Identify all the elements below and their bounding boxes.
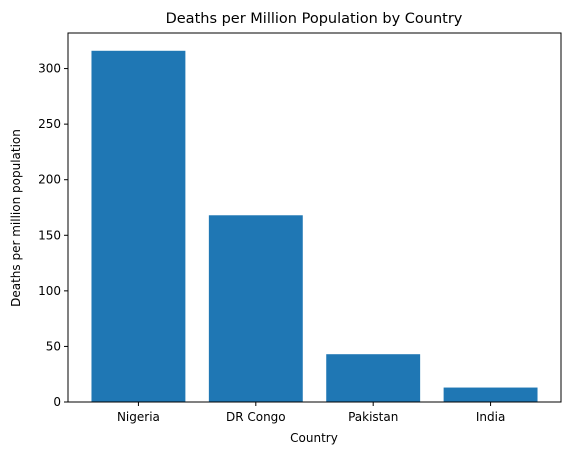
bar-nigeria bbox=[91, 50, 186, 402]
bar-pakistan bbox=[326, 354, 421, 402]
plot-frame bbox=[67, 32, 562, 403]
y-tick-label: 150 bbox=[38, 228, 61, 242]
x-tick-label: Nigeria bbox=[117, 410, 160, 424]
y-axis: 0 50 100 150 200 250 300 bbox=[38, 62, 68, 409]
y-tick-label: 200 bbox=[38, 173, 61, 187]
y-tick-label: 0 bbox=[53, 395, 61, 409]
y-tick-label: 100 bbox=[38, 284, 61, 298]
y-tick-label: 250 bbox=[38, 117, 61, 131]
y-axis-label: Deaths per million population bbox=[9, 129, 23, 307]
bar-india bbox=[443, 387, 538, 402]
y-tick-label: 300 bbox=[38, 62, 61, 76]
x-tick-label: DR Congo bbox=[226, 410, 286, 424]
chart-title: Deaths per Million Population by Country bbox=[166, 11, 463, 27]
x-tick-label: Pakistan bbox=[348, 410, 398, 424]
y-tick-label: 50 bbox=[46, 339, 61, 353]
x-axis-label: Country bbox=[290, 431, 338, 445]
x-axis: Nigeria DR Congo Pakistan India bbox=[117, 402, 505, 424]
x-tick-label: India bbox=[476, 410, 505, 424]
bar-dr-congo bbox=[208, 215, 303, 402]
bars-group bbox=[91, 50, 538, 402]
